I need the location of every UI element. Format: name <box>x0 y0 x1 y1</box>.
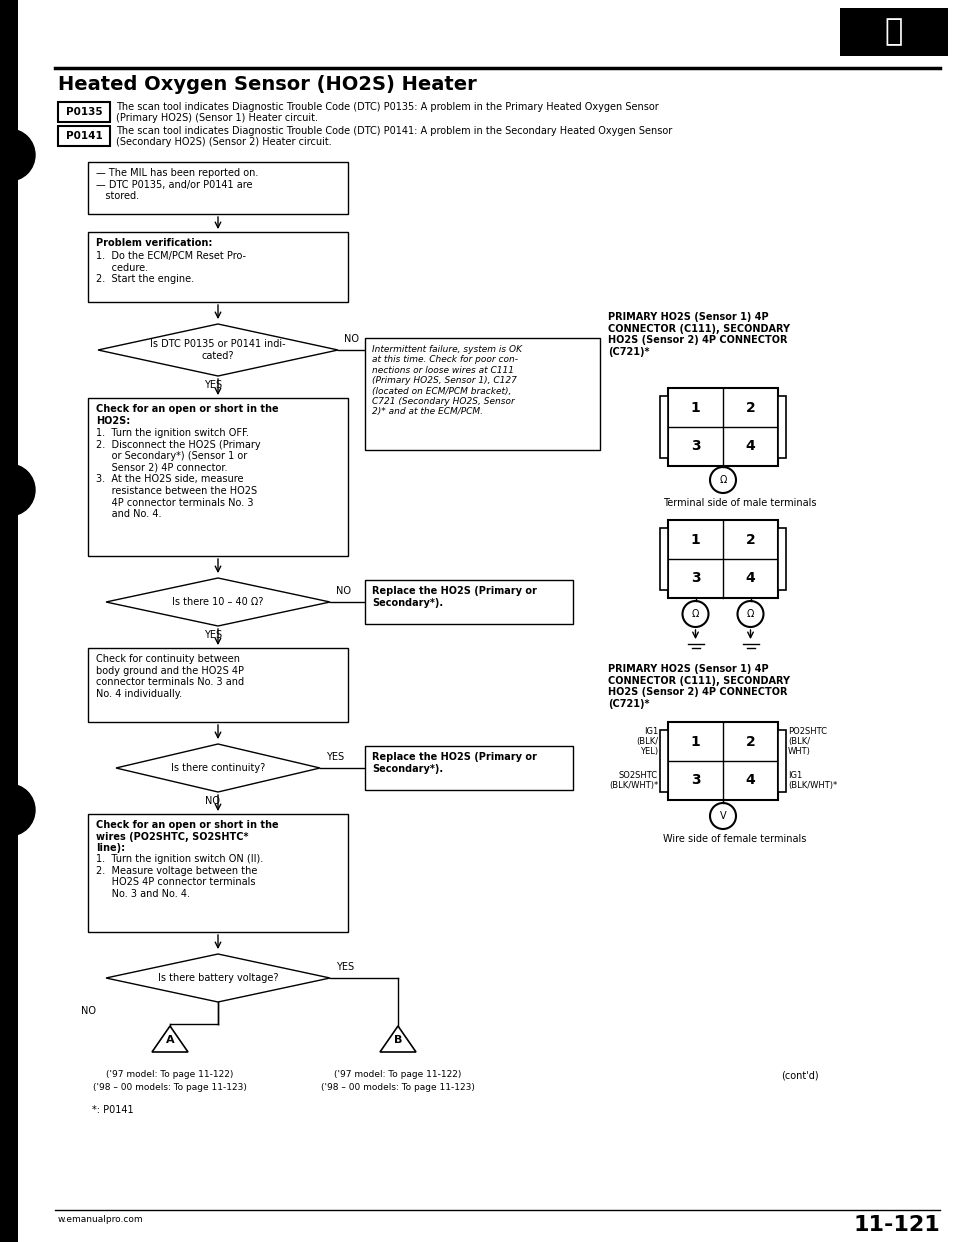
Polygon shape <box>106 954 330 1002</box>
FancyBboxPatch shape <box>778 528 786 590</box>
Text: ('97 model: To page 11-122): ('97 model: To page 11-122) <box>107 1071 233 1079</box>
Text: YES: YES <box>326 751 344 763</box>
Text: P0135: P0135 <box>65 107 103 117</box>
Text: Heated Oxygen Sensor (HO2S) Heater: Heated Oxygen Sensor (HO2S) Heater <box>58 75 477 94</box>
Text: B: B <box>394 1035 402 1045</box>
Text: Ω: Ω <box>692 609 699 619</box>
Text: 1: 1 <box>690 734 701 749</box>
Text: 3: 3 <box>690 571 700 585</box>
Text: Wire side of female terminals: Wire side of female terminals <box>663 833 806 845</box>
FancyBboxPatch shape <box>0 0 18 1242</box>
Text: NO: NO <box>81 1006 95 1016</box>
FancyBboxPatch shape <box>365 580 573 623</box>
FancyBboxPatch shape <box>88 814 348 932</box>
Text: Intermittent failure, system is OK
at this time. Check for poor con-
nections or: Intermittent failure, system is OK at th… <box>372 345 522 416</box>
Text: The scan tool indicates Diagnostic Trouble Code (DTC) P0135: A problem in the Pr: The scan tool indicates Diagnostic Troub… <box>116 102 659 112</box>
Text: IG1
(BLK/WHT)*: IG1 (BLK/WHT)* <box>788 771 837 790</box>
Text: (Secondary HO2S) (Sensor 2) Heater circuit.: (Secondary HO2S) (Sensor 2) Heater circu… <box>116 137 332 147</box>
Text: 2: 2 <box>746 400 756 415</box>
FancyBboxPatch shape <box>778 730 786 792</box>
Text: ('98 – 00 models: To page 11-123): ('98 – 00 models: To page 11-123) <box>321 1083 475 1092</box>
Polygon shape <box>98 324 338 376</box>
Text: Check for an open or short in the
HO2S:: Check for an open or short in the HO2S: <box>96 404 278 426</box>
Text: Terminal side of male terminals: Terminal side of male terminals <box>663 498 817 508</box>
Text: 3: 3 <box>690 440 700 453</box>
Text: The scan tool indicates Diagnostic Trouble Code (DTC) P0141: A problem in the Se: The scan tool indicates Diagnostic Troub… <box>116 125 672 137</box>
Circle shape <box>0 465 35 515</box>
Text: 11-121: 11-121 <box>853 1215 940 1235</box>
Text: ('98 – 00 models: To page 11-123): ('98 – 00 models: To page 11-123) <box>93 1083 247 1092</box>
FancyBboxPatch shape <box>365 338 600 450</box>
Text: Check for continuity between
body ground and the HO2S 4P
connector terminals No.: Check for continuity between body ground… <box>96 655 244 699</box>
Text: Replace the HO2S (Primary or
Secondary*).: Replace the HO2S (Primary or Secondary*)… <box>372 586 537 607</box>
Text: ('97 model: To page 11-122): ('97 model: To page 11-122) <box>334 1071 462 1079</box>
Text: 2: 2 <box>746 533 756 546</box>
FancyBboxPatch shape <box>660 396 668 458</box>
Polygon shape <box>152 1026 188 1052</box>
Text: (cont'd): (cont'd) <box>781 1071 819 1081</box>
Text: — The MIL has been reported on.
— DTC P0135, and/or P0141 are
   stored.: — The MIL has been reported on. — DTC P0… <box>96 168 258 201</box>
Text: P0141: P0141 <box>65 130 103 142</box>
Text: NO: NO <box>205 796 221 806</box>
FancyBboxPatch shape <box>365 746 573 790</box>
Text: *: P0141: *: P0141 <box>92 1105 133 1115</box>
FancyBboxPatch shape <box>668 388 778 466</box>
FancyBboxPatch shape <box>88 397 348 556</box>
Text: PO2SHTC
(BLK/
WHT): PO2SHTC (BLK/ WHT) <box>788 727 827 756</box>
Text: 4: 4 <box>746 774 756 787</box>
FancyBboxPatch shape <box>58 125 110 147</box>
Text: Is DTC P0135 or P0141 indi-
cated?: Is DTC P0135 or P0141 indi- cated? <box>150 339 286 360</box>
Text: 🔧: 🔧 <box>885 17 903 46</box>
FancyBboxPatch shape <box>88 232 348 302</box>
FancyBboxPatch shape <box>58 102 110 122</box>
Text: Check for an open or short in the
wires (PO2SHTC, SO2SHTC*
line):: Check for an open or short in the wires … <box>96 820 278 853</box>
Text: Replace the HO2S (Primary or
Secondary*).: Replace the HO2S (Primary or Secondary*)… <box>372 751 537 774</box>
FancyBboxPatch shape <box>778 396 786 458</box>
Text: Ω: Ω <box>747 609 755 619</box>
FancyBboxPatch shape <box>88 161 348 214</box>
Text: 4: 4 <box>746 440 756 453</box>
Circle shape <box>0 784 35 836</box>
Text: (Primary HO2S) (Sensor 1) Heater circuit.: (Primary HO2S) (Sensor 1) Heater circuit… <box>116 113 318 123</box>
FancyBboxPatch shape <box>668 520 778 597</box>
Text: Is there 10 – 40 Ω?: Is there 10 – 40 Ω? <box>172 597 264 607</box>
Polygon shape <box>106 578 330 626</box>
Text: YES: YES <box>204 380 222 390</box>
Text: YES: YES <box>204 630 222 640</box>
Text: 3: 3 <box>690 774 700 787</box>
FancyBboxPatch shape <box>840 7 948 56</box>
Text: 1.  Turn the ignition switch ON (II).
2.  Measure voltage between the
     HO2S : 1. Turn the ignition switch ON (II). 2. … <box>96 854 263 899</box>
Text: IG1
(BLK/
YEL): IG1 (BLK/ YEL) <box>636 727 658 756</box>
Text: NO: NO <box>344 334 359 344</box>
FancyBboxPatch shape <box>668 722 778 800</box>
Text: 2: 2 <box>746 734 756 749</box>
Text: 4: 4 <box>746 571 756 585</box>
Text: Problem verification:: Problem verification: <box>96 238 212 248</box>
Text: Is there continuity?: Is there continuity? <box>171 763 265 773</box>
Text: A: A <box>166 1035 175 1045</box>
Polygon shape <box>116 744 320 792</box>
Text: NO: NO <box>336 586 351 596</box>
Text: Is there battery voltage?: Is there battery voltage? <box>157 972 278 982</box>
Text: 1: 1 <box>690 533 701 546</box>
Text: SO2SHTC
(BLK/WHT)*: SO2SHTC (BLK/WHT)* <box>609 771 658 790</box>
Polygon shape <box>380 1026 416 1052</box>
Text: Ω: Ω <box>719 474 727 484</box>
FancyBboxPatch shape <box>660 730 668 792</box>
Text: 1.  Turn the ignition switch OFF.
2.  Disconnect the HO2S (Primary
     or Secon: 1. Turn the ignition switch OFF. 2. Disc… <box>96 428 260 519</box>
FancyBboxPatch shape <box>660 528 668 590</box>
Text: w.emanualpro.com: w.emanualpro.com <box>58 1215 144 1225</box>
FancyBboxPatch shape <box>88 648 348 722</box>
Text: YES: YES <box>336 963 354 972</box>
Text: 1.  Do the ECM/PCM Reset Pro-
     cedure.
2.  Start the engine.: 1. Do the ECM/PCM Reset Pro- cedure. 2. … <box>96 251 246 284</box>
Text: V: V <box>720 811 727 821</box>
Text: PRIMARY HO2S (Sensor 1) 4P
CONNECTOR (C111), SECONDARY
HO2S (Sensor 2) 4P CONNEC: PRIMARY HO2S (Sensor 1) 4P CONNECTOR (C1… <box>608 312 790 356</box>
Circle shape <box>0 129 35 181</box>
Text: 1: 1 <box>690 400 701 415</box>
Text: PRIMARY HO2S (Sensor 1) 4P
CONNECTOR (C111), SECONDARY
HO2S (Sensor 2) 4P CONNEC: PRIMARY HO2S (Sensor 1) 4P CONNECTOR (C1… <box>608 664 790 709</box>
